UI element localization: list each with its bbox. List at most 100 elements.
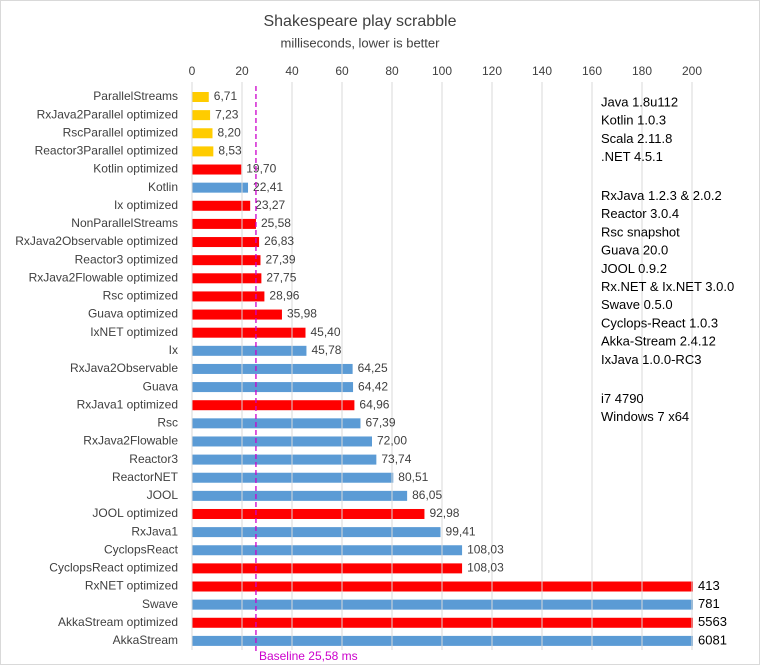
x-tick-label: 140 <box>532 64 552 78</box>
note-text: Scala 2.11.8 <box>601 131 672 146</box>
y-tick-label: RxNET optimized <box>85 579 178 593</box>
y-tick-label: RxJava2Flowable optimized <box>29 270 178 284</box>
baseline-label: Baseline 25,58 ms <box>259 649 358 663</box>
value-label: 7,23 <box>215 107 239 121</box>
value-label: 22,41 <box>253 180 283 194</box>
note-text: Java 1.8u112 <box>601 94 678 109</box>
bar <box>192 345 307 356</box>
note-text: Kotlin 1.0.3 <box>601 113 666 128</box>
x-tick-label: 80 <box>385 64 399 78</box>
y-tick-label: CyclopsReact <box>104 542 179 556</box>
y-tick-label: Guava optimized <box>88 307 178 321</box>
bar <box>192 255 261 266</box>
bar <box>192 218 256 229</box>
y-tick-label: Reactor3 <box>129 452 178 466</box>
y-tick-label: Rsc optimized <box>103 289 178 303</box>
y-tick-label: CyclopsReact optimized <box>49 561 178 575</box>
bar <box>192 599 693 610</box>
chart-title: Shakespeare play scrabble <box>263 13 456 30</box>
bar <box>192 182 249 193</box>
x-tick-label: 40 <box>285 64 299 78</box>
y-tick-label: RxJava2Parallel optimized <box>37 107 178 121</box>
bar <box>192 327 306 338</box>
note-text: Reactor 3.0.4 <box>601 206 679 221</box>
bar <box>192 563 463 574</box>
y-tick-label: NonParallelStreams <box>71 216 178 230</box>
x-tick-label: 160 <box>582 64 602 78</box>
bar <box>192 436 372 447</box>
y-tick-label: Ix optimized <box>114 198 178 212</box>
y-tick-label: Reactor3Parallel optimized <box>35 144 178 158</box>
bar <box>192 472 394 483</box>
bar <box>192 490 408 501</box>
y-tick-label: RxJava1 optimized <box>77 397 178 411</box>
note-text: i7 4790 <box>601 391 644 406</box>
value-label: 67,39 <box>365 416 395 430</box>
note-text: Rsc snapshot <box>601 224 680 239</box>
note-text: Windows 7 x64 <box>601 409 689 424</box>
y-tick-label: JOOL <box>147 488 179 502</box>
x-tick-label: 100 <box>432 64 452 78</box>
chart-subtitle: milliseconds, lower is better <box>281 35 441 50</box>
bar <box>192 400 355 411</box>
y-tick-label: RxJava2Flowable <box>83 434 178 448</box>
bar <box>192 146 214 157</box>
bar <box>192 617 693 628</box>
value-label: 64,96 <box>359 397 389 411</box>
y-tick-label: RxJava2Observable optimized <box>15 234 178 248</box>
y-tick-label: Kotlin optimized <box>93 162 178 176</box>
y-tick-label: Kotlin <box>148 180 178 194</box>
value-label: 64,42 <box>358 379 388 393</box>
value-label: 19,70 <box>246 162 276 176</box>
value-label: 45,78 <box>311 343 341 357</box>
x-tick-label: 60 <box>335 64 349 78</box>
value-label: 27,75 <box>266 270 296 284</box>
value-label: 8,53 <box>218 144 242 158</box>
bar <box>192 581 693 592</box>
y-tick-label: ParallelStreams <box>93 89 178 103</box>
y-tick-label: AkkaStream <box>113 633 178 647</box>
x-tick-label: 20 <box>235 64 249 78</box>
value-label: 35,98 <box>287 307 317 321</box>
value-label: 26,83 <box>264 234 294 248</box>
value-label: 99,41 <box>446 524 476 538</box>
bar <box>192 128 213 139</box>
bar <box>192 545 463 556</box>
value-label: 64,25 <box>358 361 388 375</box>
y-tick-label: Ix <box>169 343 178 357</box>
bar <box>192 527 441 538</box>
note-text: .NET 4.5.1 <box>601 149 663 164</box>
x-tick-label: 180 <box>632 64 652 78</box>
bar <box>192 418 361 429</box>
y-tick-label: Guava <box>143 379 179 393</box>
note-text: Rx.NET & Ix.NET 3.0.0 <box>601 279 734 294</box>
value-label: 23,27 <box>255 198 285 212</box>
note-text: RxJava 1.2.3 & 2.0.2 <box>601 188 722 203</box>
value-label: 45,40 <box>311 325 341 339</box>
value-label: 781 <box>698 596 720 611</box>
y-tick-label: AkkaStream optimized <box>58 615 178 629</box>
x-tick-label: 200 <box>682 64 702 78</box>
y-tick-label: Reactor3 optimized <box>75 252 178 266</box>
value-label: 5563 <box>698 614 727 629</box>
bar <box>192 635 693 646</box>
bar <box>192 237 260 248</box>
bar <box>192 382 354 393</box>
y-tick-label: Rsc <box>157 416 178 430</box>
note-text: Swave 0.5.0 <box>601 297 673 312</box>
y-tick-label: Swave <box>142 597 178 611</box>
value-label: 108,03 <box>467 561 504 575</box>
x-tick-label: 0 <box>189 64 196 78</box>
value-label: 92,98 <box>429 506 459 520</box>
bar <box>192 273 262 284</box>
bar <box>192 363 353 374</box>
note-text: Akka-Stream 2.4.12 <box>601 334 716 349</box>
value-label: 80,51 <box>398 470 428 484</box>
note-text: JOOL 0.9.2 <box>601 261 667 276</box>
y-tick-label: RscParallel optimized <box>63 125 178 139</box>
y-tick-label: IxNET optimized <box>90 325 178 339</box>
y-tick-label: RxJava2Observable <box>70 361 178 375</box>
x-tick-label: 120 <box>482 64 502 78</box>
bar <box>192 508 425 519</box>
